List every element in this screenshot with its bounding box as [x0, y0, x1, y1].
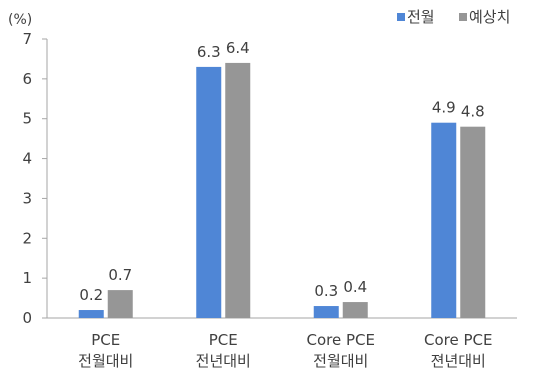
data-label-forecast: 6.4 [226, 39, 250, 57]
bar-current [313, 306, 339, 318]
data-labels: 0.2 0.7 6.3 6.4 0.3 0.4 4.9 4.8 [79, 39, 484, 304]
y-tick-label: 4 [22, 150, 32, 168]
y-axis-ticks: 0 1 2 3 4 5 6 7 [22, 30, 47, 327]
bar-forecast [460, 126, 486, 318]
y-unit-label: (%) [8, 12, 32, 28]
y-tick-label: 3 [22, 189, 32, 207]
bar-current [431, 122, 457, 318]
legend: 전월 예상치 [397, 8, 510, 26]
bar-current [196, 66, 222, 319]
data-label-current: 4.9 [432, 99, 456, 117]
data-label-current: 0.3 [314, 282, 338, 300]
y-tick-label: 0 [22, 309, 32, 327]
bar-forecast [107, 290, 133, 318]
category-label: 젼년대비 [431, 352, 486, 370]
legend-swatch-current [397, 13, 405, 21]
bars [78, 62, 486, 319]
category-label: PCE [91, 331, 120, 349]
category-label: 전년대비 [196, 352, 251, 370]
category-label: 전월대비 [78, 352, 133, 370]
category-labels: PCE 전월대비 PCE 전년대비 Core PCE 전월대비 Core PCE 젼년대비 [78, 331, 492, 370]
bar-forecast [225, 62, 251, 318]
category-label: 전월대비 [313, 352, 368, 370]
bar-current [78, 310, 104, 318]
y-tick-label: 1 [22, 269, 32, 287]
legend-swatch-forecast [459, 13, 467, 21]
y-tick-label: 6 [22, 70, 32, 88]
y-tick-label: 2 [22, 229, 32, 247]
category-label: PCE [209, 331, 238, 349]
data-label-forecast: 4.8 [461, 103, 485, 121]
data-label-forecast: 0.7 [108, 266, 132, 284]
data-label-current: 6.3 [197, 43, 221, 61]
category-label: Core PCE [424, 331, 492, 349]
data-label-current: 0.2 [79, 286, 103, 304]
y-tick-label: 7 [22, 30, 32, 48]
legend-label-forecast: 예상치 [469, 8, 510, 26]
category-label: Core PCE [307, 331, 375, 349]
bar-forecast [342, 302, 368, 318]
data-label-forecast: 0.4 [343, 278, 367, 296]
y-tick-label: 5 [22, 110, 32, 128]
legend-label-current: 전월 [407, 8, 435, 26]
